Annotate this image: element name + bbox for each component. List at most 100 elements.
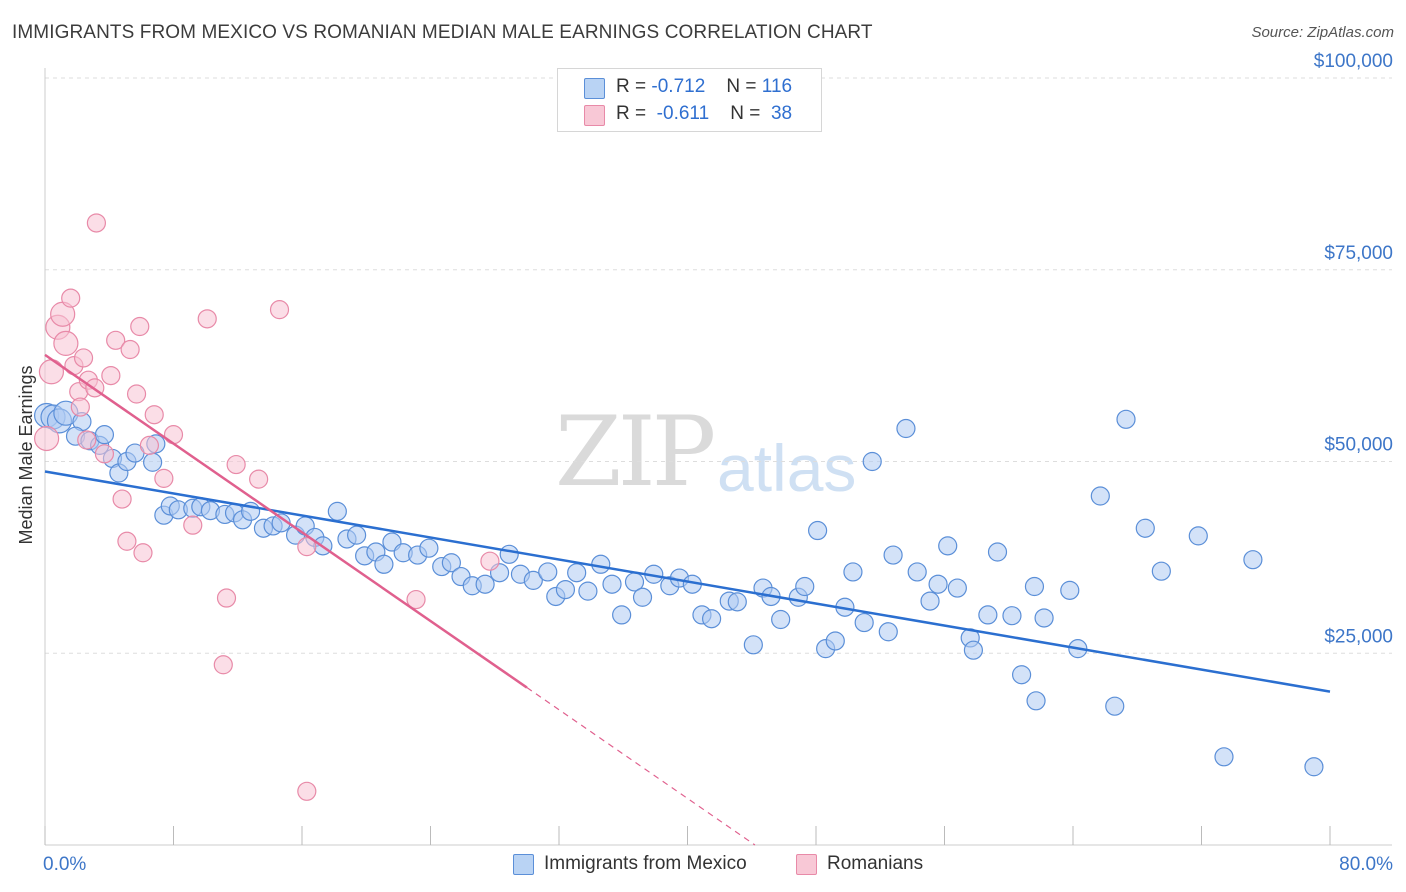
romanians-point-5 [61,288,81,308]
romanians-point-4 [53,330,79,356]
romanians-point-35 [297,781,317,801]
mexico-point-77 [825,631,845,651]
romanians-point-27 [183,515,203,535]
n-value-romanians: 38 [770,103,793,124]
chart-title: IMMIGRANTS FROM MEXICO VS ROMANIAN MEDIA… [12,22,873,43]
mexico-point-60 [632,587,653,607]
mexico-point-89 [947,578,967,598]
romanians-point-18 [117,531,137,551]
r-value-mexico: -0.712 [651,76,706,97]
mexico-point-82 [878,622,898,642]
tick-labels: $25,000 $50,000 $75,000 $100,000 0.0% 80.0% Me… [16,51,1393,875]
correlation-legend: R = -0.712 N = 116 R = -0.611 N = 38 [557,68,822,132]
romanians-point-26 [163,425,184,445]
mexico-point-53 [555,579,576,600]
watermark-atlas: atlas [717,431,857,505]
mexico-point-95 [1011,665,1032,685]
mexico-point-68 [727,592,747,612]
mexico-point-93 [987,542,1008,562]
mexico-point-85 [907,562,927,582]
mexico-point-84 [896,418,916,439]
mexico-point-37 [374,554,394,574]
romanians-point-19 [120,339,140,360]
romanians-point-37 [480,551,500,571]
axes [44,68,1392,846]
y-tick-label: $100,000 [1314,51,1393,72]
legend-stats-romanians: R = -0.611 N = 38 [616,103,793,124]
romanians-point-10 [77,430,97,450]
mexico-point-58 [612,605,632,625]
mexico-point-101 [1090,486,1110,506]
romanians-point-13 [86,213,107,233]
y-tick-label: $50,000 [1324,435,1393,456]
mexico-point-51 [538,562,558,582]
mexico-point-88 [938,536,958,556]
y-axis-label: Median Male Earnings [16,365,36,544]
mexico-point-108 [1243,550,1263,570]
mexico-point-43 [441,553,461,573]
mexico-point-106 [1188,526,1208,546]
r-value-romanians: -0.611 [656,103,710,124]
mexico-point-48 [499,544,519,564]
x-tick-label-min: 0.0% [43,854,86,875]
mexico-point-41 [419,538,439,558]
mexico-point-91 [963,640,984,660]
trend-lines [44,353,1331,846]
mexico-point-56 [591,554,611,574]
series-romanians-points [34,213,500,801]
mexico-point-72 [771,609,791,630]
legend-swatch-romanians-bottom [796,854,817,875]
romanians-point-36 [406,589,426,610]
mexico-point-69 [743,635,763,655]
romanians-point-15 [101,365,121,386]
mexico-point-98 [1034,608,1054,628]
source-label[interactable]: Source: ZipAtlas.com [1251,24,1394,41]
romanians-point-28 [197,309,217,329]
mexico-point-50 [523,570,543,590]
romanians-point-33 [269,300,290,320]
romanians-point-17 [112,489,132,509]
romanians-point-8 [70,397,90,417]
mexico-point-99 [1060,580,1080,600]
romanians-point-23 [139,435,160,455]
trend-line-mexico [44,470,1331,693]
romanians-point-21 [130,316,150,337]
mexico-point-55 [578,581,598,601]
mexico-point-103 [1116,409,1136,429]
mexico-point-57 [602,574,622,594]
mexico-point-32 [327,501,347,521]
romanians-point-16 [106,330,126,350]
romanians-point-31 [226,454,246,475]
mexico-point-87 [928,574,948,594]
romanians-point-34 [297,537,317,557]
mexico-point-105 [1151,561,1171,581]
romanians-point-20 [126,384,147,404]
series-mexico-points [34,400,1324,777]
mexico-point-54 [567,563,587,583]
mexico-point-94 [1002,606,1022,626]
n-value-mexico: 116 [761,76,793,97]
mexico-point-104 [1135,518,1155,538]
romanians-point-30 [216,588,237,608]
romanians-point-29 [213,655,233,675]
mexico-point-83 [883,545,903,565]
y-tick-label: $75,000 [1324,243,1393,264]
mexico-point-97 [1026,691,1046,711]
romanians-point-1 [38,359,65,385]
mexico-point-96 [1024,576,1045,597]
mexico-point-74 [795,576,815,597]
mexico-point-75 [808,520,828,541]
romanians-point-22 [133,543,153,563]
grid-lines [45,77,1392,654]
mexico-point-102 [1105,696,1125,716]
y-tick-label: $25,000 [1324,626,1393,647]
legend-label-romanians: Romanians [827,853,924,874]
legend-swatch-mexico-bottom [513,854,534,875]
romanians-point-14 [94,444,115,464]
mexico-point-66 [701,609,722,629]
romanians-point-25 [154,468,174,488]
mexico-point-81 [862,451,882,472]
mexico-point-92 [978,605,998,625]
romanians-point-0 [34,425,60,452]
